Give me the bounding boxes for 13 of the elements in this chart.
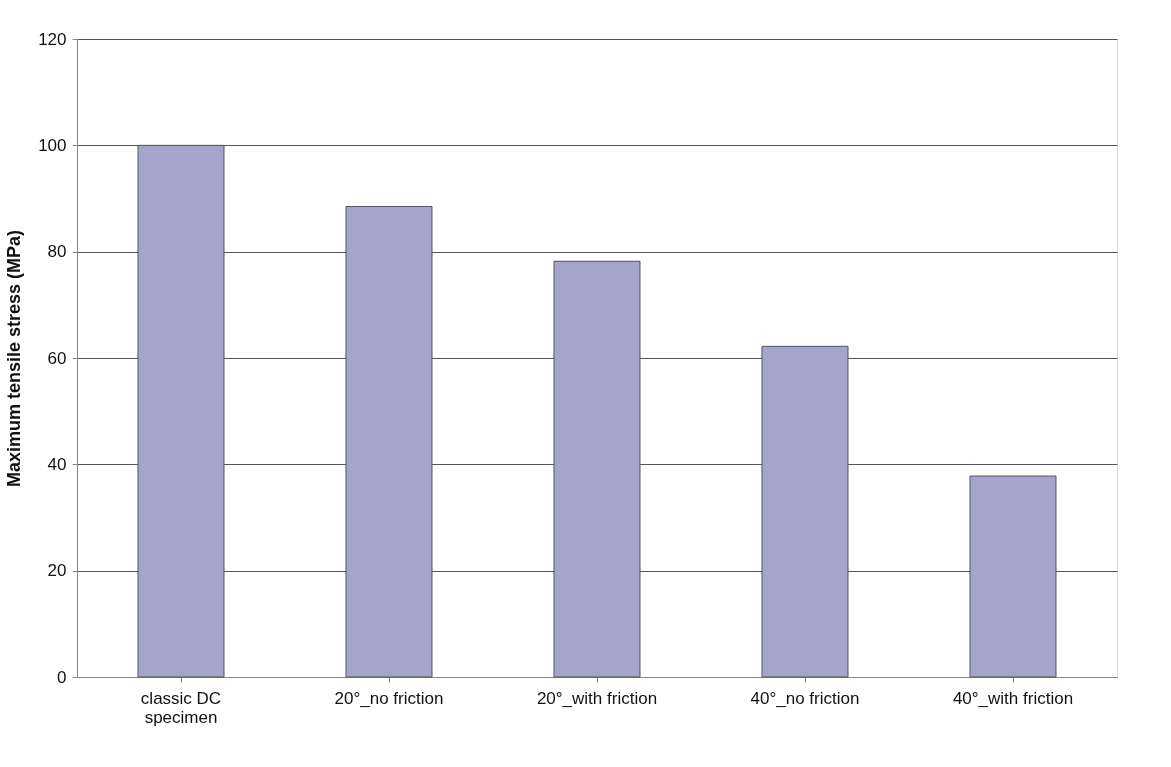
- y-tick-label: 0: [57, 667, 67, 687]
- y-tick-label: 40: [47, 454, 67, 474]
- y-tick-label: 80: [47, 242, 67, 262]
- y-axis-title: Maximum tensile stress (MPa): [4, 229, 25, 488]
- x-tick-label: 20°_no friction: [334, 688, 444, 708]
- x-tick-label: 20°_with friction: [536, 688, 658, 708]
- y-tick-label: 20: [47, 561, 67, 581]
- y-tick-label: 60: [47, 348, 67, 368]
- x-tick-label: 40°_no friction: [750, 688, 860, 708]
- y-tick-label: 120: [38, 29, 67, 49]
- x-tick-label: 40°_with friction: [952, 688, 1074, 708]
- x-tick-label: classic DC specimen: [140, 688, 222, 727]
- y-tick-label: 100: [38, 135, 67, 155]
